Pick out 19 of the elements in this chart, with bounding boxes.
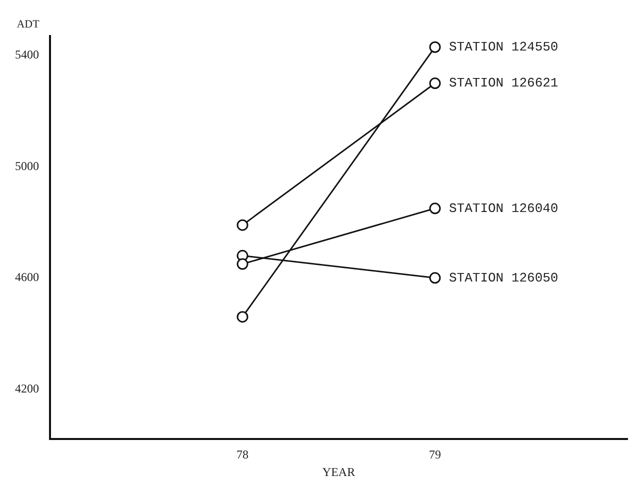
point xyxy=(429,202,441,214)
series-label: STATION 126040 xyxy=(449,200,558,216)
x-tick-label: 78 xyxy=(236,448,248,462)
y-tick-label: 5400 xyxy=(15,48,39,62)
x-tick-label: 79 xyxy=(429,448,441,462)
x-axis-title: YEAR xyxy=(322,464,356,479)
point xyxy=(236,219,248,231)
y-tick-label: 4600 xyxy=(15,270,39,284)
y-axis-title: ADT xyxy=(16,18,40,30)
series-label: STATION 126050 xyxy=(449,270,558,286)
point xyxy=(429,272,441,284)
y-tick-label: 4200 xyxy=(15,381,39,396)
point xyxy=(429,78,441,90)
y-tick-label: 5000 xyxy=(15,158,39,173)
series-label: STATION 124550 xyxy=(449,40,558,55)
point xyxy=(236,311,248,323)
point xyxy=(429,41,441,53)
point xyxy=(236,258,248,270)
series-label: STATION 126621 xyxy=(449,76,558,91)
